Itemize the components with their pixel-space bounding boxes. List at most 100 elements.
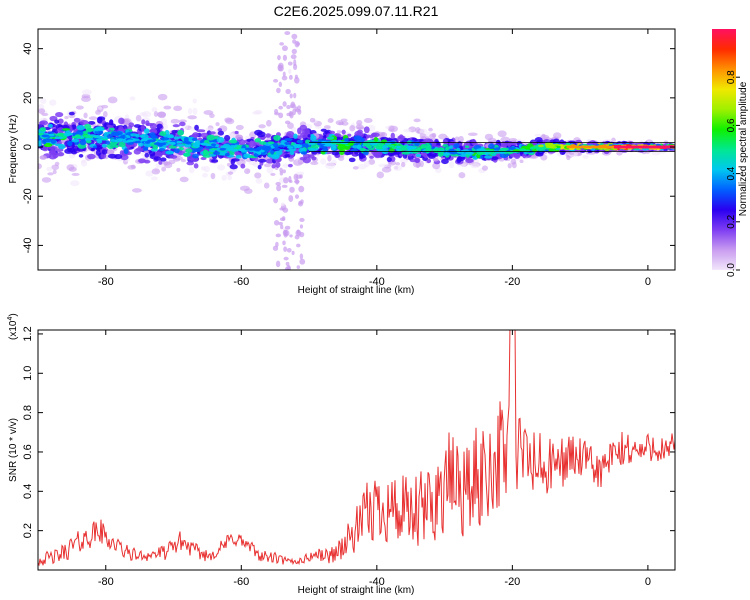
spectral-blob [414,157,421,163]
y-tick-label: 20 [22,92,34,104]
spectral-blob [209,113,215,119]
spectral-blob [48,150,56,155]
spectral-blob [259,149,265,153]
spectral-blob [205,145,214,149]
spectral-blob [90,147,95,152]
spectral-blob [478,148,487,152]
spectral-blob [464,145,470,149]
spectral-blob [518,148,527,152]
spectral-blob [273,219,280,226]
spectral-blob [70,180,80,187]
spectral-blob [519,159,524,164]
spectral-blob [179,121,186,127]
spectral-blob [86,127,95,132]
spectral-blob [42,145,49,152]
spectral-blob [309,117,316,123]
spectral-blob [263,163,272,168]
spectral-blob [282,169,286,174]
spectral-blob [441,158,449,165]
spectral-blob [400,158,408,164]
spectral-blob [177,129,184,136]
spectral-blob [189,166,195,174]
spectral-blob [340,148,346,152]
spectral-blob [178,147,184,151]
spectral-blob [135,147,145,152]
spectral-blob [292,63,298,71]
spectral-blob [477,151,486,155]
spectral-blob [323,125,331,129]
snr-line [38,330,675,567]
spectral-blob [275,181,281,186]
spectral-blob [141,138,147,142]
spectral-blob [176,140,183,144]
spectral-blob [228,139,238,144]
spectral-blob [347,143,354,146]
x-tick-label: -80 [98,276,114,288]
spectral-blob [534,133,542,138]
spectrogram-panel: -80 -60 -40 -20 0 -40 -20 0 20 40 Height of stra… [8,28,676,296]
spectral-blob [224,134,231,142]
spectral-blob [393,164,403,172]
spectral-blob [403,128,412,133]
spectral-blob [215,122,220,127]
spectral-blob [369,134,374,139]
spectral-blob [56,132,65,137]
spectral-blob [307,134,312,138]
y-tick-label: 1.0 [22,366,34,381]
spectral-blob [165,150,175,155]
spectral-blob [273,196,279,204]
spectral-blob [454,136,460,141]
spectral-blob [294,194,300,199]
colorbar-tick-label: 0.2 [726,214,737,228]
spectral-blob [167,141,176,145]
spectral-blob [219,147,227,151]
spectral-blob [172,124,180,128]
y-tick-label: -40 [22,237,34,253]
spectral-blob [131,188,142,193]
spectral-blob [385,144,395,148]
spectral-blob [103,110,108,118]
spectral-blob [448,161,455,169]
spectral-blob [294,234,300,240]
x-tick-label: -20 [504,576,520,588]
spectral-blob [277,54,281,61]
spectral-blob [96,135,104,139]
spectral-blob [57,151,65,157]
x-tick-label: -40 [369,276,385,288]
spectral-blob [158,148,166,152]
spectral-blob [64,115,69,120]
spectral-blob [211,159,219,163]
spectral-blob [341,121,349,126]
spectral-blob [173,105,183,112]
spectral-blob [143,128,150,134]
spectral-blob [325,162,336,170]
spectral-blob [293,92,297,99]
spectral-blob [102,136,108,140]
spectral-blob [419,128,428,134]
spectral-blob [275,241,279,248]
spectral-blob [96,116,103,124]
spectral-blob [169,154,178,159]
spectral-blob [470,163,481,169]
spectral-blob [58,143,66,150]
spectral-blob [481,165,489,171]
spectral-blob [145,141,151,144]
spectral-blob [235,134,243,140]
spectral-blob [288,195,294,202]
spectral-blob [426,158,432,164]
spectral-blob [107,96,118,104]
y-tick-label: 0.8 [22,405,34,420]
spectral-blob [173,136,180,140]
spectral-blob [280,202,285,207]
spectral-blob [116,138,124,142]
spectral-blob [449,145,454,149]
colorbar-tick-label: 0.0 [726,263,737,277]
spectral-blob [301,128,310,135]
spectral-blob [41,134,50,138]
spectral-blob [194,124,199,131]
spectral-blob [52,169,57,175]
spectral-blob [282,163,289,168]
snr-marks [38,330,675,567]
spectral-blob [276,184,282,192]
